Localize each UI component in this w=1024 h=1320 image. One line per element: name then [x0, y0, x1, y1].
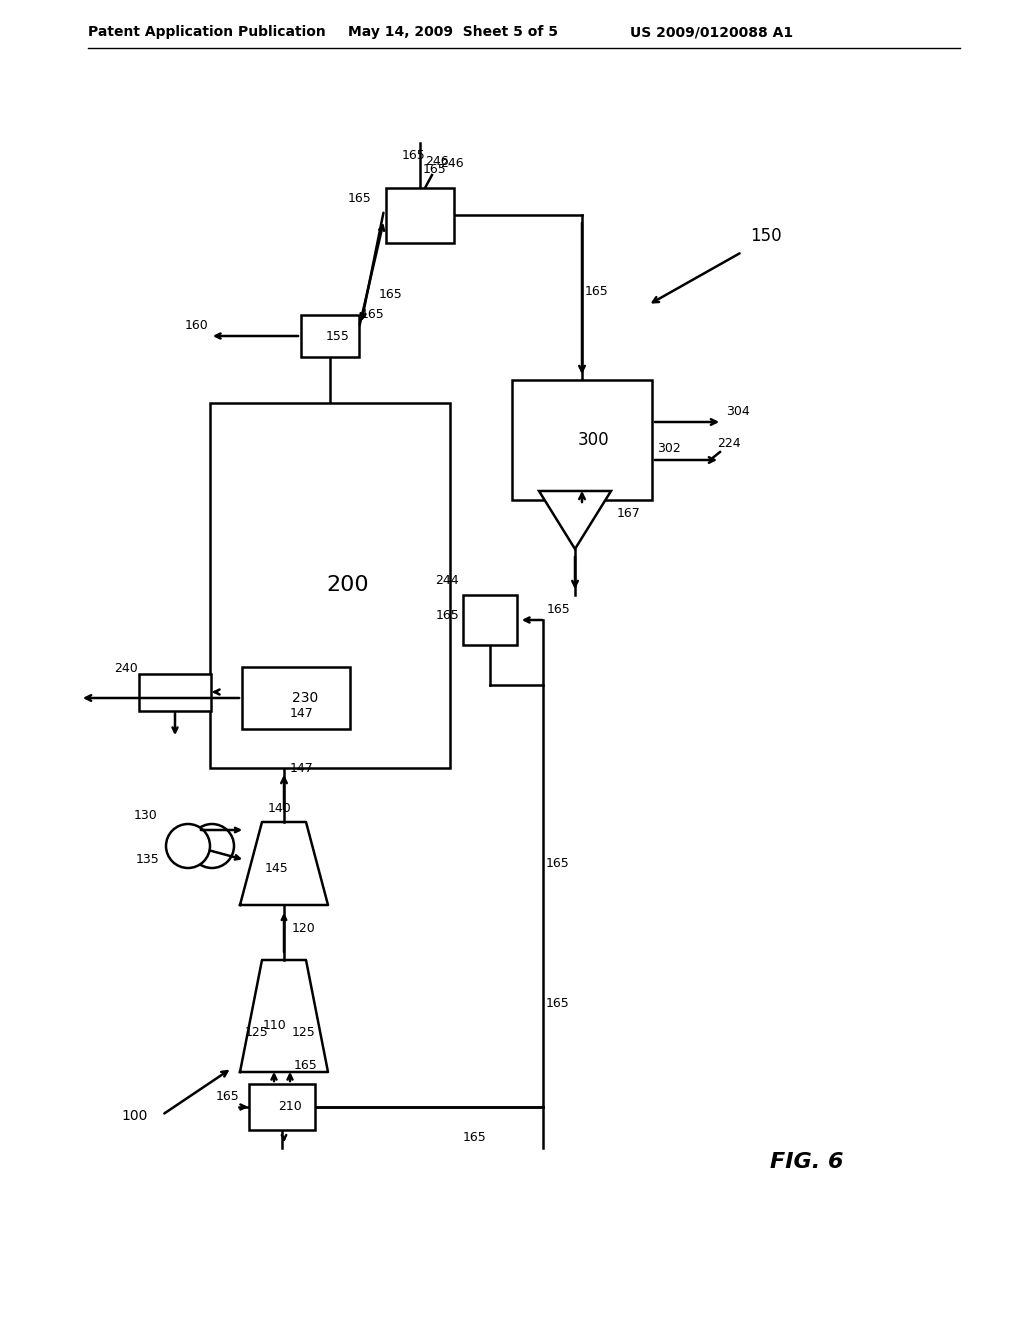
Bar: [386, 187, 454, 243]
Text: 110: 110: [263, 1019, 287, 1032]
Bar: [249, 1084, 315, 1130]
Text: 145: 145: [265, 862, 289, 875]
Text: 165: 165: [546, 857, 569, 870]
Text: 300: 300: [578, 432, 609, 449]
Text: 165: 165: [585, 285, 608, 298]
Text: 200: 200: [326, 576, 369, 595]
Text: 244: 244: [435, 574, 459, 587]
Text: 160: 160: [184, 319, 208, 333]
Text: 165: 165: [423, 162, 446, 176]
Text: US 2009/0120088 A1: US 2009/0120088 A1: [630, 25, 794, 40]
Text: 165: 165: [294, 1059, 317, 1072]
Bar: [139, 673, 211, 710]
Text: 246: 246: [425, 154, 449, 168]
Text: 165: 165: [379, 288, 402, 301]
Text: 302: 302: [657, 442, 681, 455]
Text: 240: 240: [115, 663, 138, 675]
Text: 230: 230: [292, 690, 318, 705]
Text: May 14, 2009  Sheet 5 of 5: May 14, 2009 Sheet 5 of 5: [348, 25, 558, 40]
Text: 165: 165: [547, 603, 570, 616]
Text: FIG. 6: FIG. 6: [770, 1152, 844, 1172]
Bar: [512, 380, 652, 500]
Text: 165: 165: [463, 1131, 486, 1144]
Text: 165: 165: [546, 997, 569, 1010]
Bar: [210, 403, 450, 767]
Text: 147: 147: [290, 708, 313, 719]
Text: 135: 135: [135, 853, 159, 866]
Bar: [242, 667, 350, 729]
Text: 140: 140: [268, 803, 292, 814]
Text: 120: 120: [292, 921, 315, 935]
Text: 100: 100: [122, 1109, 148, 1123]
Text: 130: 130: [133, 809, 157, 822]
Polygon shape: [539, 491, 611, 549]
Text: 167: 167: [617, 507, 641, 520]
Circle shape: [166, 824, 210, 869]
Circle shape: [190, 824, 234, 869]
Text: 224: 224: [717, 437, 740, 450]
Text: 125: 125: [292, 1026, 315, 1039]
Text: 150: 150: [750, 227, 781, 246]
Text: 165: 165: [361, 308, 385, 321]
Text: 246: 246: [440, 157, 464, 170]
Text: 147: 147: [290, 762, 313, 775]
Text: 165: 165: [401, 149, 425, 162]
Text: 304: 304: [726, 405, 750, 418]
Text: 165: 165: [435, 609, 459, 622]
Text: 210: 210: [278, 1101, 302, 1114]
Text: 165: 165: [348, 191, 372, 205]
Bar: [301, 315, 359, 356]
Text: Patent Application Publication: Patent Application Publication: [88, 25, 326, 40]
Text: 125: 125: [245, 1026, 268, 1039]
Bar: [463, 595, 517, 645]
Text: 165: 165: [215, 1090, 239, 1104]
Text: 155: 155: [326, 330, 350, 342]
